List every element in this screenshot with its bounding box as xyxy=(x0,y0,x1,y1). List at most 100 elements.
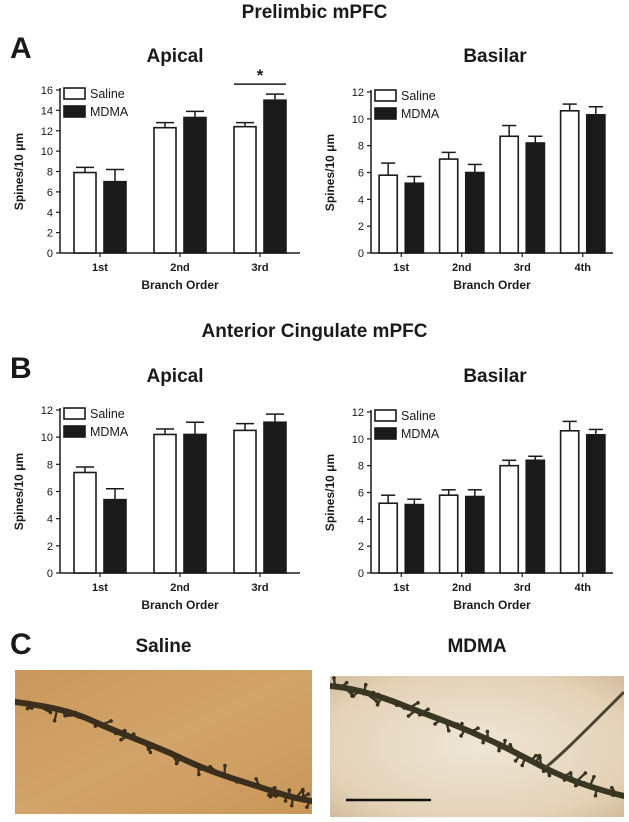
spine-head xyxy=(568,771,573,775)
chart-prelimbic-basilar: Basilar 0 2 4 6 8 10 12 Spines/10 μm Branch Order… xyxy=(323,46,613,292)
saline-dendrite-micrograph xyxy=(15,670,312,814)
spine-head xyxy=(374,699,379,703)
bar-saline-2nd xyxy=(153,433,177,574)
spine-head xyxy=(497,748,501,753)
y-tick-label: 6 xyxy=(47,187,53,199)
y-tick-label: 2 xyxy=(358,541,364,553)
spine-head xyxy=(41,704,46,708)
legend-swatch-saline xyxy=(63,87,86,100)
y-tick-label: 10 xyxy=(352,114,364,126)
x-tick-label: 1st xyxy=(92,582,108,594)
bar-saline-3rd xyxy=(499,135,520,254)
bar-saline-2nd xyxy=(153,126,177,254)
legend-label-mdma: MDMA xyxy=(90,105,129,119)
x-tick-label: 1st xyxy=(92,262,108,274)
spine-head xyxy=(223,763,227,768)
spine-head xyxy=(199,767,203,771)
spine-head xyxy=(455,722,460,726)
spine-head xyxy=(77,714,81,719)
spine-head xyxy=(93,724,98,728)
spine-head xyxy=(513,759,518,763)
spine-head xyxy=(63,713,67,718)
bar-mdma-1st xyxy=(404,503,425,574)
spine-head xyxy=(547,773,552,778)
dendritic-spine xyxy=(620,794,624,799)
legend-swatch-saline xyxy=(374,409,397,422)
bar-mdma-3rd xyxy=(525,142,546,254)
spine-head xyxy=(25,706,30,711)
bar-mdma-1st xyxy=(103,498,127,574)
y-tick-label: 12 xyxy=(41,405,53,417)
spine-head xyxy=(344,680,349,685)
x-tick-label: 4th xyxy=(575,582,592,594)
bar-saline-3rd xyxy=(233,429,257,574)
y-tick-label: 8 xyxy=(47,459,53,471)
panel-letter-c: C xyxy=(10,628,32,661)
spine-head xyxy=(485,729,490,734)
spine-head xyxy=(174,761,179,766)
spine-head xyxy=(538,755,542,760)
spine-head xyxy=(131,732,136,736)
photo-label-saline: Saline xyxy=(135,636,192,657)
spine-head xyxy=(268,794,273,799)
legend-swatch-mdma xyxy=(374,427,397,440)
spine-head xyxy=(481,740,485,745)
spine-head xyxy=(476,726,480,731)
x-tick-label: 2nd xyxy=(452,262,472,274)
x-axis-label: Branch Order xyxy=(141,598,219,612)
spine-head xyxy=(376,692,381,697)
bar-saline-2nd xyxy=(438,494,459,574)
chart-cingulate-basilar: Basilar 0 2 4 6 8 10 12 Spines/10 μm Branch Order… xyxy=(323,366,613,612)
bar-mdma-2nd xyxy=(183,116,207,254)
y-tick-label: 4 xyxy=(47,514,53,526)
spine-head xyxy=(426,707,430,712)
spine-head xyxy=(122,728,127,733)
x-tick-label: 3rd xyxy=(251,262,268,274)
y-axis-label: Spines/10 μm xyxy=(12,133,26,210)
y-tick-label: 0 xyxy=(47,248,53,260)
legend-swatch-saline xyxy=(63,407,86,420)
spine-head xyxy=(197,772,201,777)
spine-head xyxy=(460,721,464,726)
legend-label-saline: Saline xyxy=(401,89,436,103)
x-axis-label: Branch Order xyxy=(453,598,531,612)
spine-head xyxy=(592,775,596,779)
bar-saline-1st xyxy=(378,174,399,254)
spine-head xyxy=(305,805,309,809)
chart-cingulate-apical: Apical 0 2 4 6 8 10 12 Spines/10 μm Branch Order 1… xyxy=(12,366,300,612)
spine-head xyxy=(48,710,53,715)
x-tick-label: 4th xyxy=(575,262,592,274)
y-tick-label: 2 xyxy=(358,221,364,233)
spine-head xyxy=(593,793,598,798)
spine-head xyxy=(363,682,368,687)
x-tick-label: 1st xyxy=(393,262,409,274)
bar-mdma-1st xyxy=(404,182,425,254)
bar-mdma-2nd xyxy=(464,171,485,254)
y-tick-label: 4 xyxy=(47,207,53,219)
chart-prelimbic-apical: Apical 0 2 4 6 8 10 12 14 16 Spines/10 μm Branch Or… xyxy=(12,46,300,292)
spine-head xyxy=(301,789,305,793)
bar-saline-4th xyxy=(559,109,580,254)
y-tick-label: 16 xyxy=(41,85,53,97)
bar-saline-3rd xyxy=(499,464,520,574)
y-tick-label: 10 xyxy=(41,432,53,444)
spine-head xyxy=(583,771,588,775)
chart-title: Apical xyxy=(146,46,203,67)
panel-letter-b: B xyxy=(10,352,32,385)
bar-saline-1st xyxy=(378,502,399,574)
spine-head xyxy=(113,731,118,736)
y-tick-label: 8 xyxy=(358,141,364,153)
y-axis-label: Spines/10 μm xyxy=(12,453,26,530)
legend-label-mdma: MDMA xyxy=(90,425,129,439)
spine-head xyxy=(459,734,463,738)
section-b-title: Anterior Cingulate mPFC xyxy=(201,321,428,342)
spine-head xyxy=(52,718,57,723)
spine-head xyxy=(508,742,513,747)
y-tick-label: 6 xyxy=(47,487,53,499)
spine-head xyxy=(109,719,113,723)
bar-mdma-3rd xyxy=(263,99,287,254)
spine-head xyxy=(289,803,294,808)
y-tick-label: 8 xyxy=(358,461,364,473)
y-tick-label: 4 xyxy=(358,194,364,206)
spine-head xyxy=(541,769,546,774)
